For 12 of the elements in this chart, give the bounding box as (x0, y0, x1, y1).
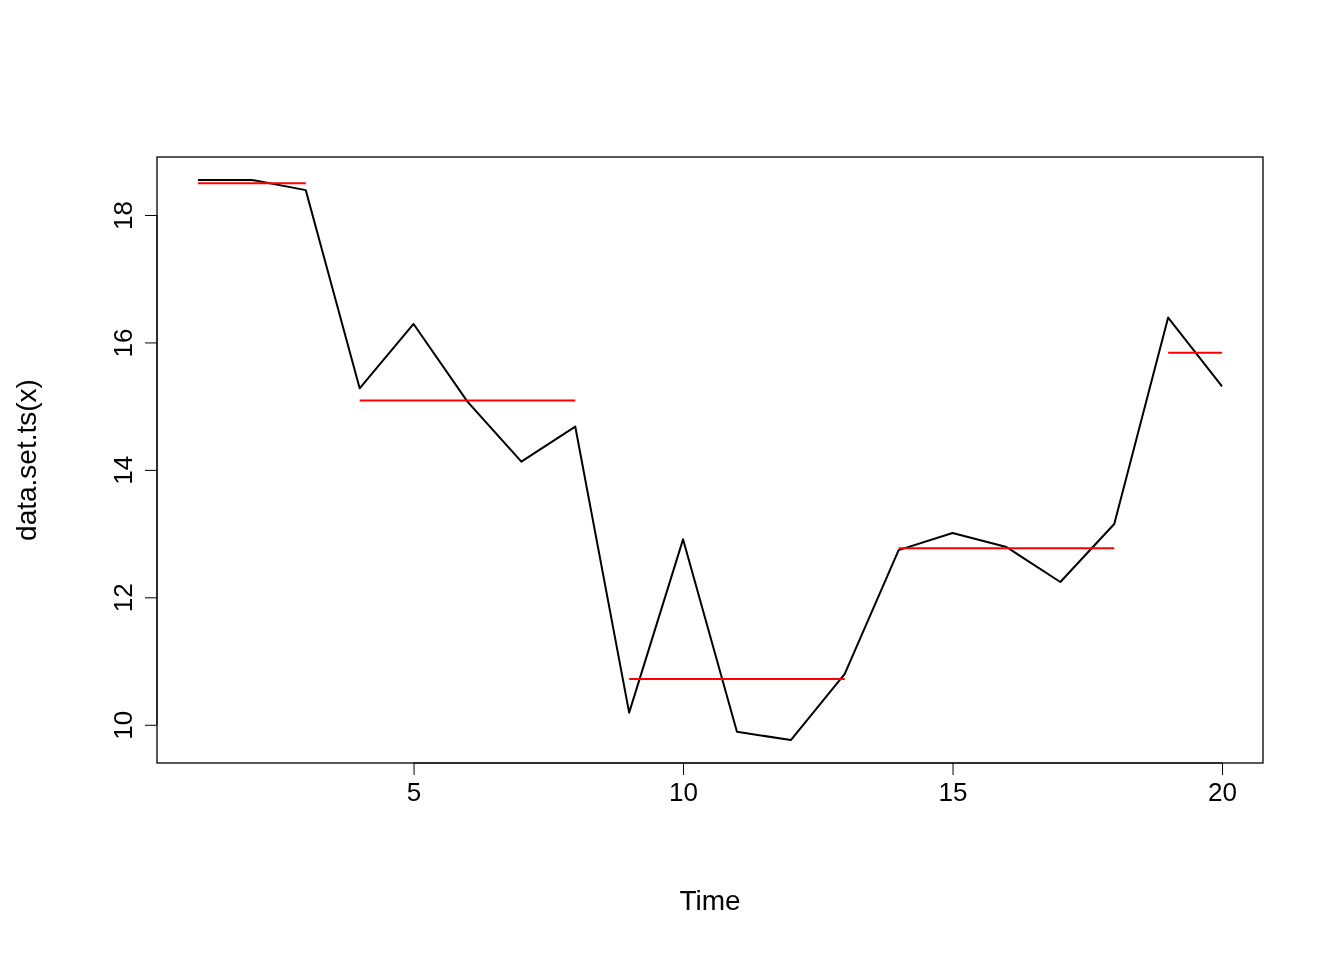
y-tick-label: 12 (108, 583, 138, 613)
y-tick-label: 10 (108, 710, 138, 740)
x-tick-label: 10 (669, 777, 699, 808)
y-axis-title: data.set.ts(x) (11, 379, 42, 541)
y-tick-label: 18 (108, 201, 138, 230)
x-tick-label: 5 (406, 777, 422, 808)
y-tick-label: 16 (108, 328, 138, 358)
x-tick-label: 20 (1208, 777, 1237, 808)
y-tick-label: 14 (108, 455, 138, 485)
line-series (196, 178, 1224, 742)
x-axis-title: Time (679, 885, 741, 916)
x-tick-label: 15 (938, 777, 968, 808)
